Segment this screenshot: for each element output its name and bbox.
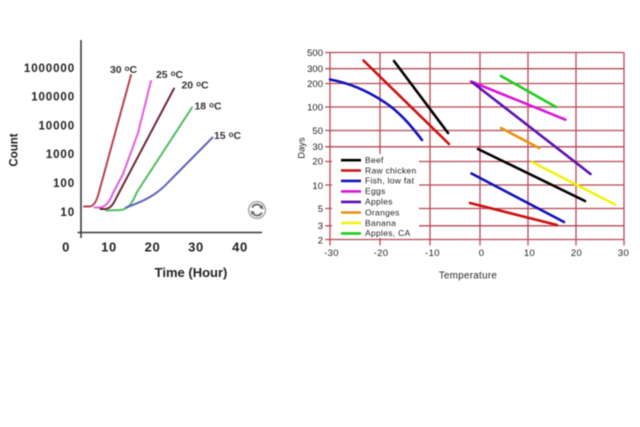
svg-text:300: 300	[307, 64, 323, 75]
svg-text:500: 500	[307, 48, 323, 59]
svg-text:Days: Days	[297, 137, 307, 159]
svg-text:3: 3	[318, 221, 323, 232]
svg-text:50: 50	[312, 126, 323, 137]
svg-text:5: 5	[318, 204, 323, 215]
svg-text:Beef: Beef	[365, 155, 384, 165]
svg-text:Banana: Banana	[365, 218, 396, 228]
svg-text:20: 20	[312, 157, 323, 168]
svg-text:-20: -20	[374, 248, 389, 259]
svg-text:10: 10	[312, 181, 323, 192]
svg-text:10: 10	[524, 248, 535, 259]
svg-text:1000: 1000	[46, 149, 75, 161]
svg-text:20: 20	[145, 240, 161, 255]
svg-text:2: 2	[318, 235, 323, 246]
svg-text:30 oC: 30 oC	[110, 64, 138, 76]
svg-text:Apples, CA: Apples, CA	[365, 228, 411, 238]
svg-text:30: 30	[618, 248, 629, 259]
svg-text:20 oC: 20 oC	[181, 79, 209, 91]
svg-text:1000000: 1000000	[24, 63, 75, 75]
svg-text:0: 0	[62, 240, 70, 255]
svg-text:Apples: Apples	[365, 197, 393, 207]
svg-text:40: 40	[232, 240, 248, 255]
svg-text:Time (Hour): Time (Hour)	[155, 265, 228, 280]
svg-text:-10: -10	[425, 248, 440, 259]
svg-text:Eggs: Eggs	[365, 186, 386, 196]
svg-text:30: 30	[188, 240, 204, 255]
svg-text:200: 200	[307, 79, 323, 90]
svg-text:15 oC: 15 oC	[214, 130, 242, 142]
svg-text:-30: -30	[324, 248, 339, 259]
svg-text:Raw chicken: Raw chicken	[365, 165, 417, 175]
svg-text:10: 10	[101, 240, 117, 255]
svg-text:Count: Count	[9, 133, 21, 166]
svg-text:25 oC: 25 oC	[156, 69, 184, 81]
svg-text:Fish, low fat: Fish, low fat	[365, 176, 415, 186]
svg-text:100000: 100000	[31, 92, 75, 104]
svg-text:10000: 10000	[39, 121, 75, 133]
svg-text:18 oC: 18 oC	[194, 100, 222, 112]
svg-text:10: 10	[60, 207, 75, 219]
svg-text:Temperature: Temperature	[439, 271, 498, 282]
svg-text:100: 100	[53, 178, 75, 190]
svg-text:0: 0	[479, 248, 485, 259]
svg-text:Oranges: Oranges	[365, 207, 400, 217]
svg-text:30: 30	[312, 142, 323, 153]
svg-text:100: 100	[307, 102, 323, 113]
svg-text:20: 20	[571, 248, 582, 259]
